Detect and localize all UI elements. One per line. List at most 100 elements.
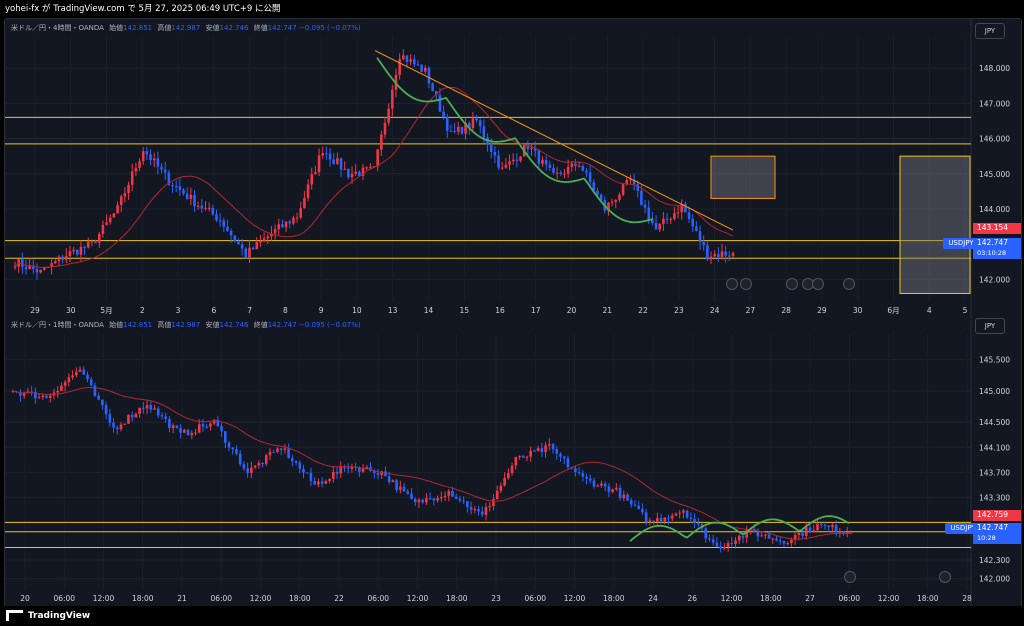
time-tick-label: 06:00: [210, 594, 232, 603]
candle-body: [728, 255, 731, 257]
candle-body: [34, 391, 37, 399]
candle-body: [406, 491, 410, 494]
candle-body: [127, 184, 130, 194]
event-flag-us-icon[interactable]: [740, 278, 752, 290]
bottom-legend-title: 米ドル／円・1時間・OANDA: [11, 321, 104, 329]
candle-body: [492, 499, 495, 507]
candle-body: [731, 252, 735, 256]
candle-body: [292, 217, 295, 224]
candle-body: [104, 405, 108, 415]
candle-body: [530, 148, 533, 150]
candle-body: [658, 223, 662, 230]
candle-body: [643, 204, 647, 208]
top-currency-button[interactable]: JPY: [975, 23, 1005, 39]
time-tick-label: 18:00: [603, 594, 625, 603]
candle-body: [145, 151, 149, 155]
time-tick-label: 5: [963, 306, 968, 315]
candle-body: [771, 538, 775, 540]
candle-body: [82, 369, 86, 375]
candle-body: [255, 242, 259, 250]
candle-body: [358, 171, 361, 176]
candle-body: [717, 253, 720, 257]
candle-body: [724, 251, 727, 256]
candle-body: [220, 426, 223, 432]
time-tick-label: 12:00: [878, 594, 900, 603]
candle-body: [354, 171, 357, 174]
candle-body: [637, 505, 641, 509]
candle-body: [186, 429, 190, 436]
candle-body: [636, 184, 640, 191]
candle-body: [647, 207, 651, 220]
top-low-label: 安値: [205, 24, 220, 32]
candle-body: [551, 444, 555, 450]
target-zone-box: [899, 155, 971, 294]
candle-body: [503, 477, 506, 486]
price-tick-label: 145.500: [979, 356, 1010, 365]
candle-body: [566, 458, 570, 468]
candle-body: [808, 527, 812, 533]
candle-body: [19, 392, 22, 396]
candle-body: [533, 148, 537, 151]
top-chart-svg[interactable]: 148.000147.000146.000145.000144.000143.0…: [5, 19, 1021, 319]
bottom-open-value: 142.851: [123, 321, 153, 329]
candle-body: [482, 126, 486, 138]
candle-body: [141, 151, 145, 162]
candle-body: [540, 448, 544, 453]
candle-body: [756, 532, 760, 537]
candle-body: [231, 447, 235, 450]
event-flag-us-icon[interactable]: [786, 278, 798, 290]
candle-body: [398, 58, 401, 75]
candle-body: [335, 471, 339, 474]
candle-body: [797, 533, 801, 536]
candle-body: [229, 230, 233, 236]
time-tick-label: 30: [66, 306, 76, 315]
price-tick-label: 142.300: [979, 556, 1010, 565]
candle-body: [730, 542, 734, 544]
candle-body: [684, 203, 687, 213]
candle-body: [588, 478, 592, 481]
candle-body: [67, 377, 71, 383]
candle-body: [399, 486, 402, 490]
candle-body: [460, 126, 464, 134]
candle-body: [640, 190, 643, 205]
candle-body: [90, 241, 94, 243]
candle-body: [570, 163, 574, 167]
candle-body: [622, 494, 626, 499]
candle-body: [526, 144, 530, 150]
candle-body: [279, 448, 283, 450]
event-flag-us-icon[interactable]: [843, 278, 855, 290]
candle-body: [123, 193, 127, 197]
candle-body: [205, 426, 208, 428]
candle-body: [577, 472, 581, 474]
top-chart-pane[interactable]: 148.000147.000146.000145.000144.000143.0…: [5, 19, 1021, 319]
event-flag-us-icon[interactable]: [939, 571, 951, 583]
candle-body: [41, 395, 45, 398]
candle-body: [533, 450, 536, 452]
bottom-chart-pane[interactable]: 145.500 145.000 144.500 144.100 143.700 143.3…: [5, 318, 1021, 607]
candle-body: [574, 163, 577, 167]
candle-body: [115, 427, 119, 430]
time-tick-label: 4: [927, 306, 932, 315]
candle-body: [35, 269, 39, 273]
event-flash-icon[interactable]: [726, 278, 738, 290]
candle-body: [424, 67, 427, 72]
candle-body: [698, 231, 702, 243]
candle-body: [39, 269, 42, 273]
event-flash-icon[interactable]: [844, 571, 856, 583]
candle-body: [101, 399, 104, 406]
bottom-currency-button[interactable]: JPY: [975, 318, 1005, 334]
top-legend: 米ドル／円・4時間・OANDA 始値142.851 高値142.987 安値14…: [11, 23, 361, 33]
top-high-label: 高値: [157, 24, 172, 32]
candle-body: [514, 456, 518, 466]
candle-body: [152, 158, 156, 161]
candle-body: [552, 167, 555, 173]
event-flag-us-icon[interactable]: [812, 278, 824, 290]
candle-body: [246, 468, 249, 474]
time-tick-label: 20: [20, 594, 30, 603]
candle-body: [680, 203, 683, 213]
candle-body: [737, 535, 741, 541]
candle-body: [462, 500, 465, 502]
bottom-chart-svg[interactable]: 145.500 145.000 144.500 144.100 143.700 143.3…: [5, 320, 1021, 607]
candle-body: [599, 194, 603, 201]
candle-body: [317, 481, 320, 485]
